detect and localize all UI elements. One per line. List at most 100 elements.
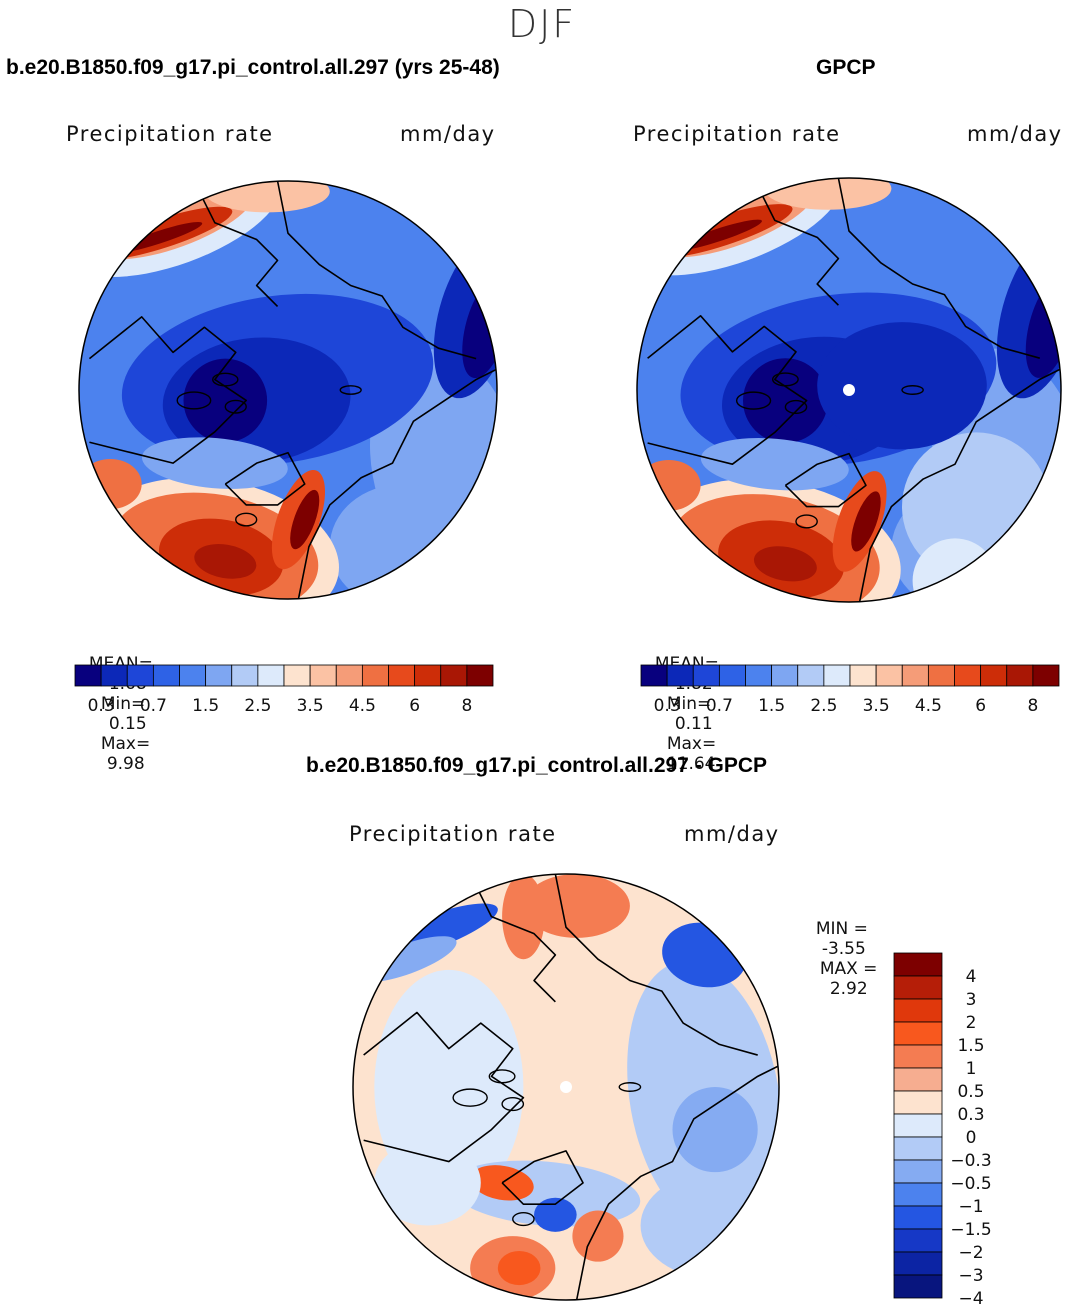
coastline — [363, 1011, 525, 1163]
diff-colorbar-label: 0 — [966, 1128, 977, 1148]
obs-colorbar-swatch — [666, 664, 694, 687]
precip-contour-region — [497, 1251, 541, 1286]
coastline — [193, 181, 279, 307]
precip-contour-region — [462, 276, 497, 379]
model-variable-label: Precipitation rate — [66, 122, 274, 146]
diff-colorbar-swatch — [893, 1067, 943, 1092]
model-colorbar-swatch — [440, 664, 468, 687]
obs-colorbar-swatch — [823, 664, 851, 687]
precip-contour-region — [637, 459, 701, 511]
obs-colorbar-swatch — [692, 664, 720, 687]
precip-contour-region — [912, 538, 998, 602]
diff-colorbar-label: 1.5 — [957, 1036, 984, 1056]
diff-colorbar-label: 1 — [966, 1059, 977, 1079]
obs-colorbar-label: 2.5 — [810, 696, 837, 716]
obs-colorbar-label: 0.3 — [654, 696, 681, 716]
model-colorbar-label: 2.5 — [244, 696, 271, 716]
coastline — [501, 1150, 584, 1205]
diff-precip-map — [352, 873, 780, 1301]
obs-colorbar-swatch — [875, 664, 903, 687]
diff-max-value: 2.92 — [829, 979, 868, 999]
diff-stats: MIN = -3.55 MAX = 2.92 — [805, 899, 878, 999]
obs-units-label: mm/day — [967, 122, 1063, 146]
diff-units-label: mm/day — [684, 822, 780, 846]
coastline — [554, 874, 758, 1056]
island-outline — [339, 385, 362, 395]
obs-colorbar-swatch — [797, 664, 825, 687]
coastline — [647, 315, 808, 465]
coastline — [469, 874, 557, 1003]
diff-colorbar-label: 4 — [966, 967, 977, 987]
model-colorbar-label: 0.3 — [88, 696, 115, 716]
precip-contour-region — [700, 438, 849, 491]
diff-colorbar-label: −4 — [958, 1289, 983, 1309]
map-border — [636, 177, 1062, 603]
pole-missing-data — [560, 1081, 572, 1093]
model-colorbar-swatch — [126, 664, 154, 687]
diff-colorbar-swatch — [893, 1113, 943, 1138]
precip-contour-region — [672, 1087, 758, 1173]
season-title: DJF — [507, 2, 577, 46]
diff-min-value: -3.55 — [821, 939, 866, 959]
island-outline — [452, 1088, 488, 1107]
coastline — [224, 451, 306, 506]
precip-contour-region — [79, 458, 142, 510]
precip-contour-region — [141, 437, 288, 489]
obs-stats: MEAN= 1.82 Min= 0.11 Max= 11.64 — [644, 634, 719, 774]
obs-colorbar-swatch — [927, 664, 955, 687]
model-colorbar-swatch — [283, 664, 311, 687]
island-outline — [212, 372, 239, 387]
coastline — [88, 316, 247, 464]
diff-colorbar-swatch — [893, 1090, 943, 1115]
model-colorbar-swatch — [231, 664, 259, 687]
diff-min-label: MIN = — [815, 919, 868, 939]
obs-colorbar-label: 4.5 — [915, 696, 942, 716]
obs-colorbar-swatch — [1006, 664, 1034, 687]
coastline — [752, 178, 840, 306]
obs-case-title: GPCP — [816, 56, 876, 79]
model-min-label: Min= — [100, 694, 146, 714]
model-colorbar: 0.3 0.7 1.5 2.5 3.5 4.5 6 8 — [74, 664, 494, 716]
obs-colorbar-label: 3.5 — [863, 696, 890, 716]
coastline — [858, 368, 1061, 602]
island-outline — [512, 1211, 535, 1227]
model-colorbar-swatch — [205, 664, 233, 687]
coastline — [276, 181, 477, 360]
island-outline — [901, 385, 924, 395]
precip-contour-region — [290, 489, 320, 550]
obs-colorbar-label: 8 — [1027, 696, 1038, 716]
precip-contour-region — [1025, 274, 1061, 378]
diff-colorbar-label: −1 — [958, 1197, 983, 1217]
precip-contour-region — [502, 874, 545, 960]
pole-missing-data — [843, 384, 855, 396]
precip-contour-region — [194, 544, 257, 579]
precip-contour-region — [374, 1140, 481, 1226]
obs-max-label: Max= — [666, 734, 717, 754]
obs-colorbar-swatch — [745, 664, 773, 687]
diff-colorbar-label: −1.5 — [950, 1220, 991, 1240]
diff-case-title: b.e20.B1850.f09_g17.pi_control.all.297 -… — [306, 754, 768, 777]
obs-colorbar-swatch — [980, 664, 1008, 687]
island-outline — [618, 1082, 642, 1092]
precip-contour-region — [572, 1210, 624, 1262]
diff-colorbar-swatch — [893, 1044, 943, 1069]
diff-variable-label: Precipitation rate — [349, 822, 557, 846]
obs-colorbar-swatch — [1032, 664, 1060, 687]
precip-contour-region — [534, 1197, 577, 1232]
precip-contour-region — [753, 546, 817, 582]
model-max-label: Max= — [100, 734, 151, 754]
island-outline — [771, 372, 799, 387]
obs-min-value: 0.11 — [674, 714, 713, 734]
diff-colorbar-swatch — [893, 952, 943, 977]
precip-contour-region — [640, 1172, 779, 1279]
diff-colorbar-label: 0.5 — [957, 1082, 984, 1102]
precip-contour-region — [817, 322, 987, 450]
model-colorbar-swatch — [152, 664, 180, 687]
model-colorbar-swatch — [414, 664, 442, 687]
diff-colorbar-swatch — [893, 1021, 943, 1046]
diff-colorbar-label: −2 — [958, 1243, 983, 1263]
diff-colorbar-label: 3 — [966, 990, 977, 1010]
diff-colorbar-label: −0.5 — [950, 1174, 991, 1194]
model-units-label: mm/day — [400, 122, 496, 146]
model-colorbar-swatch — [179, 664, 207, 687]
